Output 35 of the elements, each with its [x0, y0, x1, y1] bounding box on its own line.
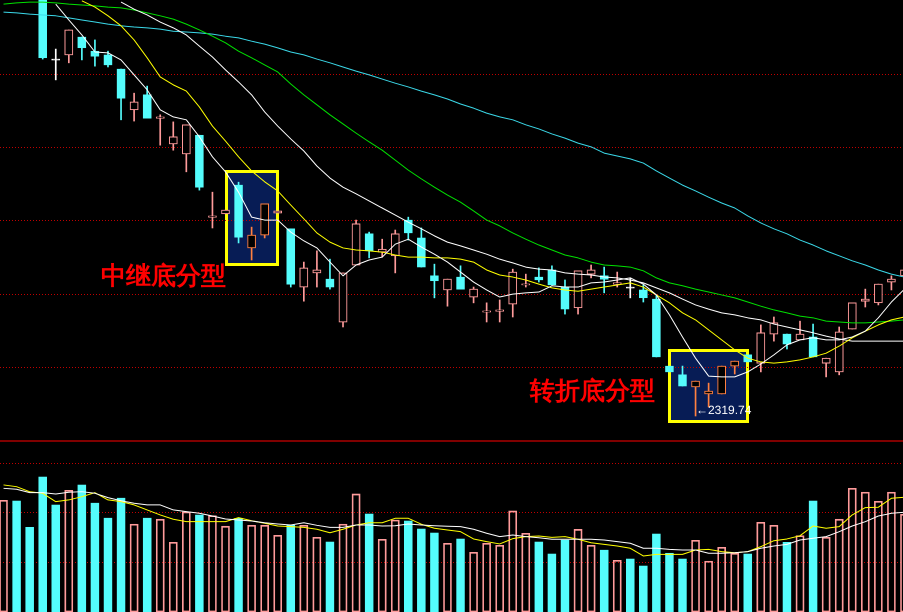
bar [90, 502, 100, 612]
bar [195, 514, 204, 612]
bar [78, 484, 86, 612]
bar [417, 528, 426, 612]
bar [25, 527, 34, 612]
bar [364, 514, 374, 612]
bar [286, 524, 296, 612]
candlestick [208, 192, 217, 228]
bar [104, 518, 112, 612]
bar [652, 534, 661, 612]
bar [326, 542, 334, 612]
bar [626, 558, 635, 612]
bar [665, 552, 674, 612]
bar [678, 558, 687, 612]
bar [51, 504, 60, 612]
bar [456, 538, 465, 612]
bar [743, 554, 752, 612]
bar [234, 518, 243, 612]
bar [782, 542, 792, 612]
bar [560, 540, 570, 612]
bar [142, 518, 152, 612]
bar [116, 498, 126, 612]
bar [430, 532, 439, 612]
bar [38, 476, 48, 612]
bar [534, 542, 544, 612]
bar [808, 500, 818, 612]
bar [12, 500, 21, 612]
bar [639, 566, 648, 612]
candlestick [691, 380, 700, 416]
annotation: 中继底分型 [101, 261, 226, 291]
candlestick [90, 40, 100, 66]
bar [600, 550, 608, 612]
annotation: 转折底分型 [530, 376, 655, 406]
bar [404, 520, 413, 612]
bar [548, 554, 556, 612]
